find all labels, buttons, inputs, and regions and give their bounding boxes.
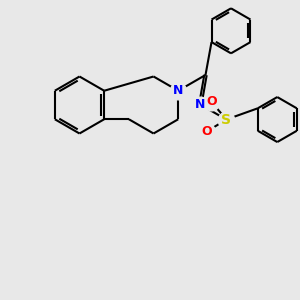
Text: S: S <box>221 112 231 127</box>
Text: N: N <box>173 84 183 97</box>
Text: N: N <box>195 98 206 111</box>
Text: O: O <box>206 95 217 108</box>
Text: O: O <box>202 125 212 138</box>
